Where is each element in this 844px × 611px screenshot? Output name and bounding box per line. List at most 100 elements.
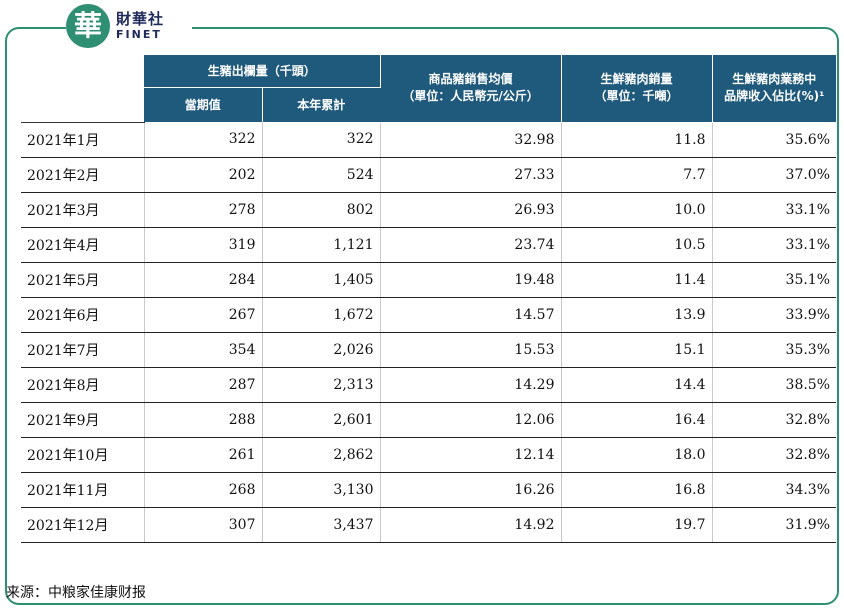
finet-logo-en: FINET [116, 28, 162, 41]
brand-share-cell: 35.1% [711, 262, 837, 298]
month-cell: 2021年11月 [21, 472, 144, 508]
avg-price-cell: 15.53 [379, 332, 562, 368]
avg-price-cell: 12.14 [379, 437, 562, 473]
brand-share-cell: 33.1% [711, 192, 837, 228]
table-row: 2021年12月 307 3,437 14.92 19.7 31.9% [21, 507, 837, 543]
avg-price-cell: 32.98 [379, 122, 562, 158]
ytd-output-cell: 2,862 [261, 437, 381, 473]
avg-price-cell: 19.48 [379, 262, 562, 298]
header-avg-price-line2: （單位：人民幣元/公斤） [402, 89, 539, 104]
month-cell: 2021年5月 [21, 262, 144, 298]
pork-volume-cell: 10.0 [560, 192, 713, 228]
header-brand-share: 生鮮豬肉業務中 品牌收入佔比(%)¹ [712, 55, 837, 123]
current-output-cell: 287 [143, 367, 262, 403]
ytd-output-cell: 1,405 [261, 262, 381, 298]
month-cell: 2021年8月 [21, 367, 144, 403]
finet-logo-cn: 財華社 [116, 10, 165, 28]
table-row: 2021年11月 268 3,130 16.26 16.8 34.3% [21, 472, 837, 508]
table-row: 2021年9月 288 2,601 12.06 16.4 32.8% [21, 402, 837, 438]
source-note: 来源：中粮家佳康财报 [6, 585, 146, 601]
brand-share-cell: 35.3% [711, 332, 837, 368]
brand-share-cell: 35.6% [711, 122, 837, 158]
pork-volume-cell: 19.7 [560, 507, 713, 543]
ytd-output-cell: 1,672 [261, 297, 381, 333]
current-output-cell: 268 [143, 472, 262, 508]
pork-volume-cell: 7.7 [560, 157, 713, 193]
pork-volume-cell: 13.9 [560, 297, 713, 333]
table-row: 2021年1月 322 322 32.98 11.8 35.6% [21, 122, 837, 158]
current-output-cell: 202 [143, 157, 262, 193]
brand-share-cell: 32.8% [711, 402, 837, 438]
brand-share-cell: 37.0% [711, 157, 837, 193]
current-output-cell: 267 [143, 297, 262, 333]
header-current: 當期值 [144, 87, 263, 122]
header-avg-price-line1: 商品豬銷售均價 [428, 72, 513, 87]
pork-volume-cell: 10.5 [560, 227, 713, 263]
avg-price-cell: 14.57 [379, 297, 562, 333]
avg-price-cell: 23.74 [379, 227, 562, 263]
current-output-cell: 307 [143, 507, 262, 543]
table-row: 2021年2月 202 524 27.33 7.7 37.0% [21, 157, 837, 193]
month-cell: 2021年4月 [21, 227, 144, 263]
ytd-output-cell: 2,601 [261, 402, 381, 438]
table-row: 2021年7月 354 2,026 15.53 15.1 35.3% [21, 332, 837, 368]
brand-share-cell: 34.3% [711, 472, 837, 508]
ytd-output-cell: 524 [261, 157, 381, 193]
brand-share-cell: 38.5% [711, 367, 837, 403]
month-cell: 2021年12月 [21, 507, 144, 543]
current-output-cell: 319 [143, 227, 262, 263]
pork-volume-cell: 16.8 [560, 472, 713, 508]
current-output-cell: 354 [143, 332, 262, 368]
ytd-output-cell: 322 [261, 122, 381, 158]
avg-price-cell: 26.93 [379, 192, 562, 228]
current-output-cell: 278 [143, 192, 262, 228]
month-cell: 2021年6月 [21, 297, 144, 333]
table-row: 2021年8月 287 2,313 14.29 14.4 38.5% [21, 367, 837, 403]
pork-volume-cell: 16.4 [560, 402, 713, 438]
ytd-output-cell: 802 [261, 192, 381, 228]
finet-logo: 華 財華社 FINET [66, 4, 192, 48]
ytd-output-cell: 3,437 [261, 507, 381, 543]
header-avg-price: 商品豬銷售均價 （單位：人民幣元/公斤） [380, 55, 562, 123]
current-output-cell: 284 [143, 262, 262, 298]
current-output-cell: 288 [143, 402, 262, 438]
month-cell: 2021年2月 [21, 157, 144, 193]
ytd-output-cell: 2,313 [261, 367, 381, 403]
header-pork-volume-line2: （單位：千噸） [594, 89, 679, 104]
ytd-output-cell: 3,130 [261, 472, 381, 508]
pork-volume-cell: 11.8 [560, 122, 713, 158]
avg-price-cell: 12.06 [379, 402, 562, 438]
ytd-output-cell: 2,026 [261, 332, 381, 368]
brand-share-cell: 31.9% [711, 507, 837, 543]
ytd-output-cell: 1,121 [261, 227, 381, 263]
avg-price-cell: 27.33 [379, 157, 562, 193]
month-cell: 2021年9月 [21, 402, 144, 438]
pork-volume-cell: 15.1 [560, 332, 713, 368]
current-output-cell: 322 [143, 122, 262, 158]
pork-volume-cell: 11.4 [560, 262, 713, 298]
header-ytd: 本年累計 [262, 87, 381, 122]
avg-price-cell: 14.92 [379, 507, 562, 543]
table-row: 2021年10月 261 2,862 12.14 18.0 32.8% [21, 437, 837, 473]
current-output-cell: 261 [143, 437, 262, 473]
table-row: 2021年5月 284 1,405 19.48 11.4 35.1% [21, 262, 837, 298]
brand-share-cell: 33.9% [711, 297, 837, 333]
table-row: 2021年6月 267 1,672 14.57 13.9 33.9% [21, 297, 837, 333]
header-pork-volume: 生鮮豬肉銷量 （單位：千噸） [561, 55, 713, 123]
finet-logo-mark: 華 [66, 4, 110, 48]
month-cell: 2021年1月 [21, 122, 144, 158]
month-cell: 2021年10月 [21, 437, 144, 473]
header-pork-volume-line1: 生鮮豬肉銷量 [600, 72, 673, 87]
header-brand-share-line2: 品牌收入佔比(%)¹ [724, 89, 825, 104]
avg-price-cell: 14.29 [379, 367, 562, 403]
hog-sales-table: 生豬出欄量（千頭） 商品豬銷售均價 （單位：人民幣元/公斤） 生鮮豬肉銷量 （單… [21, 55, 837, 543]
header-blank [21, 55, 144, 123]
brand-share-cell: 33.1% [711, 227, 837, 263]
month-cell: 2021年3月 [21, 192, 144, 228]
table-row: 2021年4月 319 1,121 23.74 10.5 33.1% [21, 227, 837, 263]
pork-volume-cell: 18.0 [560, 437, 713, 473]
avg-price-cell: 16.26 [379, 472, 562, 508]
brand-share-cell: 32.8% [711, 437, 837, 473]
header-hog-output: 生豬出欄量（千頭） [144, 55, 381, 88]
month-cell: 2021年7月 [21, 332, 144, 368]
